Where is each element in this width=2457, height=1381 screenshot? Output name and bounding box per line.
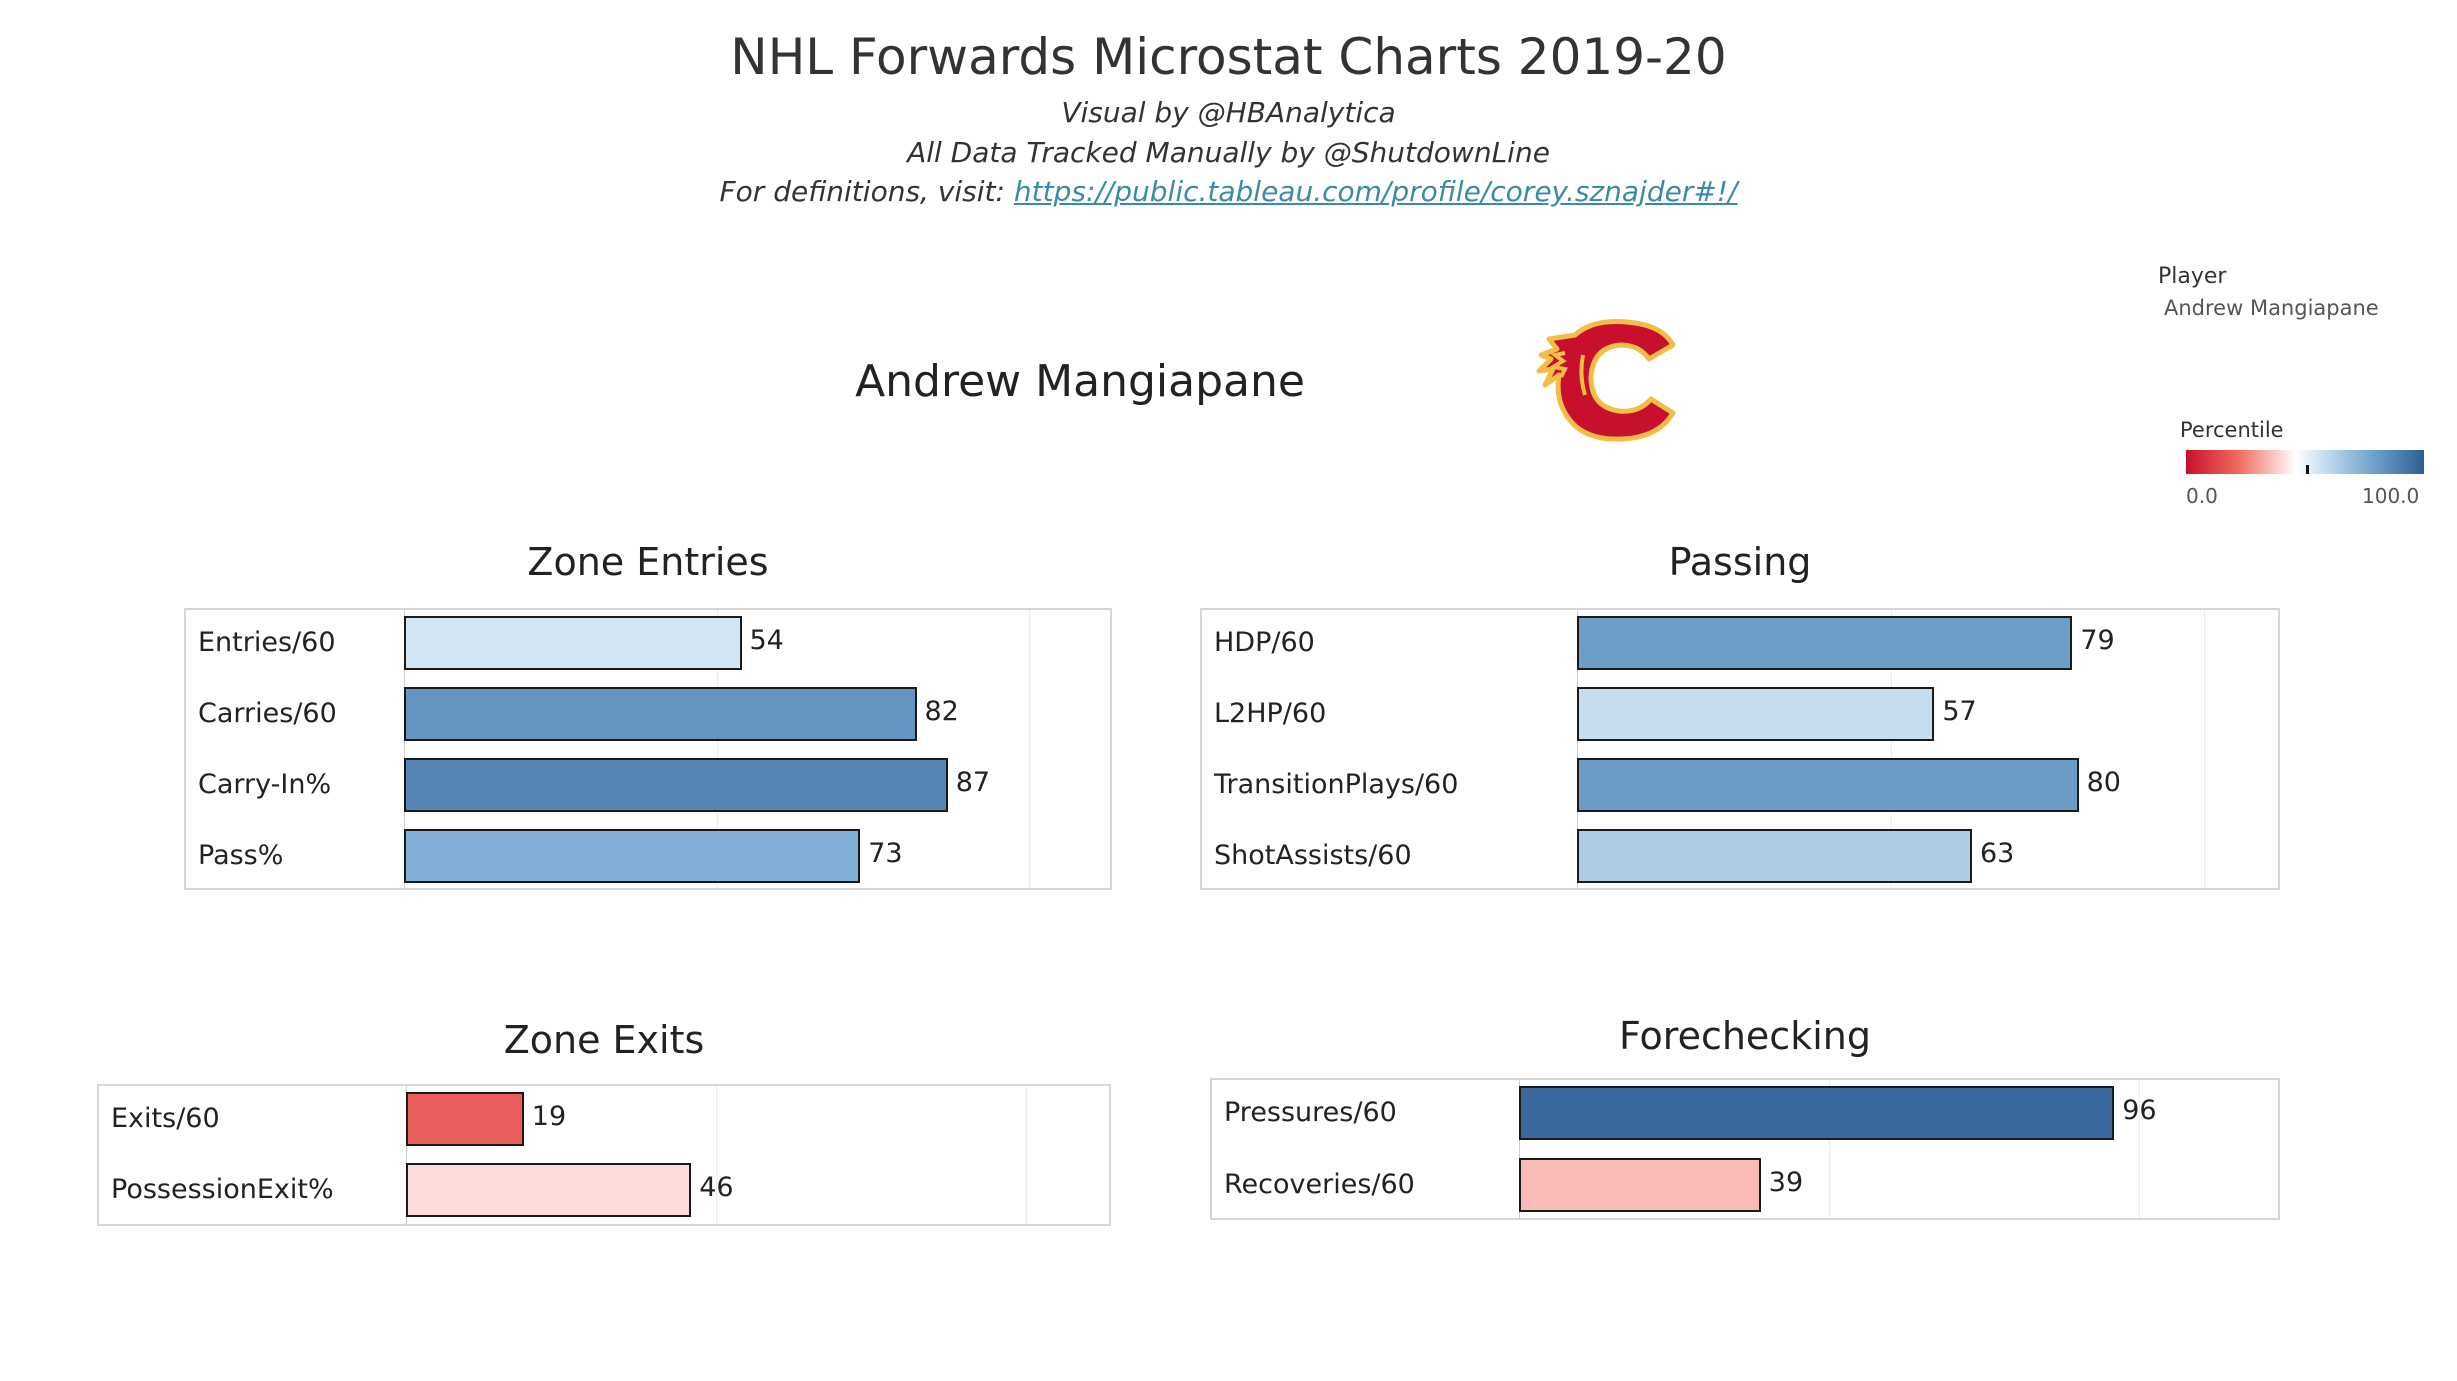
gridline-50 <box>1829 1080 1830 1218</box>
zone-exits-chart: Exits/60 19 PossessionExit% 46 <box>97 1084 1111 1226</box>
category-label: Pass% <box>198 840 284 871</box>
category-label: TransitionPlays/60 <box>1214 769 1459 800</box>
subtitle-credit: Visual by @HBAnalytica <box>1061 96 1396 129</box>
bar[interactable] <box>406 1163 692 1217</box>
bar-value-label: 79 <box>2080 625 2115 656</box>
page-title: NHL Forwards Microstat Charts 2019-20 <box>730 28 1727 86</box>
bar[interactable] <box>1577 758 2079 812</box>
category-label: L2HP/60 <box>1214 698 1327 729</box>
gridline-100 <box>1029 610 1030 888</box>
player-filter-label: Player <box>2158 264 2227 289</box>
bar-value-label: 46 <box>699 1172 734 1203</box>
passing-title: Passing <box>1668 540 1812 584</box>
bar[interactable] <box>1519 1086 2115 1140</box>
gridline-0 <box>1519 1080 1520 1218</box>
legend-midpoint-tick <box>2306 465 2309 474</box>
bar-value-label: 87 <box>955 767 991 798</box>
bar-value-label: 57 <box>1942 696 1977 727</box>
player-filter-value[interactable]: Andrew Mangiapane <box>2164 296 2379 320</box>
subtitle-data-source: All Data Tracked Manually by @ShutdownLi… <box>907 136 1550 169</box>
gridline-50 <box>716 610 718 888</box>
bar[interactable] <box>404 687 917 741</box>
gridline-50 <box>716 1086 717 1224</box>
legend-min-label: 0.0 <box>2186 484 2218 508</box>
passing-chart: HDP/60 79 L2HP/60 57 TransitionPlays/60 80 Sho… <box>1200 608 2280 890</box>
bar[interactable] <box>406 1092 524 1146</box>
gridline-100 <box>1026 1086 1027 1224</box>
bar[interactable] <box>1519 1158 1761 1212</box>
player-name: Andrew Mangiapane <box>855 356 1305 407</box>
legend-color-ramp <box>2186 450 2424 474</box>
bar-value-label: 54 <box>749 625 784 656</box>
category-label: Carry-In% <box>198 769 332 800</box>
definitions-prefix: For definitions, visit: <box>719 175 1014 208</box>
zone-entries-chart: Entries/60 54 Carries/60 82 Carry-In% 87 Pass%… <box>184 608 1112 890</box>
bar-value-label: 80 <box>2086 767 2121 798</box>
gridline-100 <box>2139 1080 2140 1218</box>
subtitle-definitions: For definitions, visit: https://public.t… <box>0 175 2457 208</box>
bar-value-label: 82 <box>924 696 959 727</box>
bar[interactable] <box>404 758 948 812</box>
category-label: Carries/60 <box>198 698 337 729</box>
forechecking-title: Forechecking <box>1619 1014 1871 1058</box>
bar-value-label: 96 <box>2122 1095 2157 1126</box>
bar-value-label: 73 <box>868 838 903 869</box>
bar[interactable] <box>1577 829 1972 883</box>
category-label: Entries/60 <box>198 627 336 658</box>
zone-entries-title: Zone Entries <box>527 540 769 584</box>
category-label: Exits/60 <box>111 1103 220 1134</box>
bar-value-label: 39 <box>1768 1167 1804 1198</box>
bar[interactable] <box>1577 687 1935 741</box>
gridline-50 <box>1890 610 1892 888</box>
bar[interactable] <box>404 616 742 670</box>
category-label: Pressures/60 <box>1224 1097 1397 1128</box>
category-label: ShotAssists/60 <box>1214 840 1412 871</box>
gridline-0 <box>404 610 405 888</box>
bar[interactable] <box>404 829 861 883</box>
definitions-link[interactable]: https://public.tableau.com/profile/corey… <box>1013 175 1738 208</box>
zone-exits-title: Zone Exits <box>503 1018 705 1062</box>
forechecking-chart: Pressures/60 96 Recoveries/60 39 <box>1210 1078 2280 1220</box>
bar-value-label: 19 <box>531 1101 567 1132</box>
legend-title: Percentile <box>2180 418 2284 442</box>
category-label: PossessionExit% <box>111 1174 334 1205</box>
gridline-0 <box>1577 610 1578 888</box>
category-label: Recoveries/60 <box>1224 1169 1415 1200</box>
gridline-100 <box>2204 610 2205 888</box>
gridline-0 <box>406 1086 407 1224</box>
legend-max-label: 100.0 <box>2362 484 2420 508</box>
bar-value-label: 63 <box>1980 838 2015 869</box>
bar[interactable] <box>1577 616 2073 670</box>
category-label: HDP/60 <box>1214 627 1315 658</box>
calgary-flames-logo-icon <box>1536 319 1676 442</box>
